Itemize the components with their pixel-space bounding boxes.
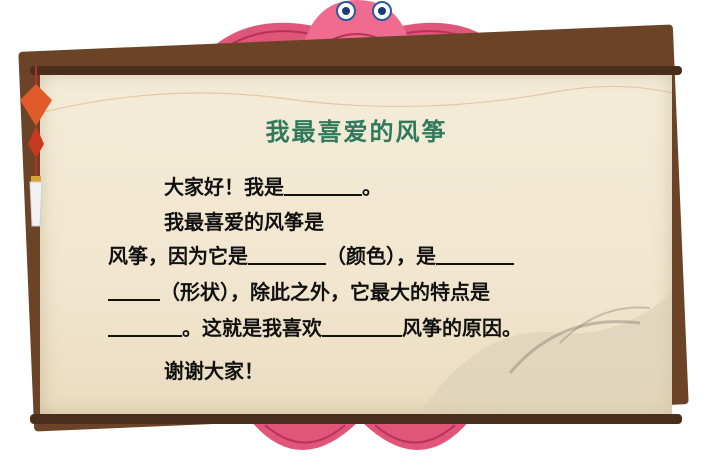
intro-end: 。 [362, 175, 382, 199]
shape-blank-2[interactable] [108, 279, 160, 301]
shape-line: （形状），除此之外，它最大的特点是 [108, 276, 490, 305]
color-blank[interactable] [248, 243, 326, 265]
top-rod [30, 66, 682, 75]
tail-left-icon [250, 420, 360, 450]
page-title: 我最喜爱的风筝 [265, 117, 448, 146]
feature-line: 。这就是我喜欢 风筝的原因。 [108, 312, 522, 341]
thanks-line: 谢谢大家！ [164, 359, 264, 383]
name-blank[interactable] [284, 174, 362, 196]
color-text-2: （颜色），是 [326, 244, 436, 268]
intro-text: 大家好！我是 [164, 175, 284, 199]
shape-blank[interactable] [436, 243, 514, 265]
bottom-rod [30, 414, 682, 424]
hanging-tassel-icon [20, 66, 52, 227]
feature-blank[interactable] [108, 315, 182, 337]
color-text: 风筝，因为它是 [108, 244, 248, 268]
paper-sheet [40, 73, 672, 415]
reason-text: 风筝的原因。 [402, 316, 522, 340]
intro-line: 大家好！我是 。 [164, 171, 382, 200]
favorite-line: 我最喜爱的风筝是 [164, 210, 324, 234]
color-line: 风筝，因为它是 （颜色），是 [108, 240, 514, 269]
reason-blank[interactable] [322, 315, 402, 337]
shape-text: （形状），除此之外，它最大的特点是 [160, 280, 490, 304]
feature-text: 。这就是我喜欢 [182, 316, 322, 340]
ink-landscape-icon [40, 85, 672, 415]
tail-right-icon [360, 420, 470, 450]
